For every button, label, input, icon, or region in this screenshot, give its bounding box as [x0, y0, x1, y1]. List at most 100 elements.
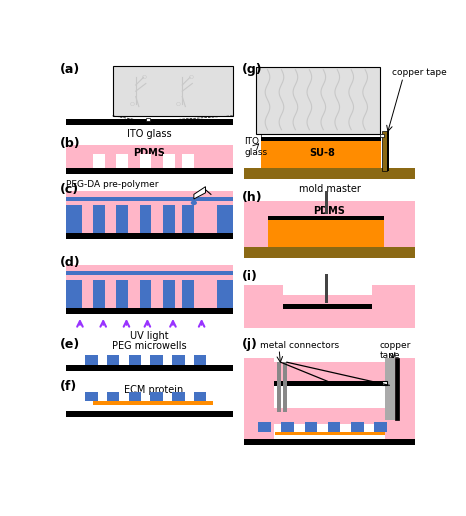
Bar: [93, 205, 105, 233]
Bar: [261, 137, 382, 141]
Text: copper tape: copper tape: [391, 68, 446, 77]
Text: copper
tape: copper tape: [380, 341, 411, 360]
Bar: [151, 356, 163, 364]
Bar: [146, 118, 150, 121]
Bar: [244, 168, 415, 179]
Bar: [194, 392, 206, 401]
Text: O: O: [130, 102, 134, 107]
Bar: [258, 422, 271, 431]
Bar: [172, 392, 185, 401]
Bar: [261, 141, 382, 168]
Bar: [325, 191, 328, 214]
Bar: [112, 66, 233, 116]
Bar: [129, 356, 141, 364]
Bar: [140, 280, 151, 309]
Text: UV light: UV light: [130, 331, 168, 341]
Bar: [66, 197, 233, 201]
Bar: [163, 205, 174, 233]
Bar: [244, 285, 283, 328]
Bar: [93, 401, 213, 406]
Bar: [283, 304, 372, 309]
Bar: [351, 422, 363, 431]
Bar: [217, 280, 233, 309]
Bar: [85, 392, 98, 401]
Bar: [194, 356, 206, 364]
Text: (h): (h): [242, 191, 262, 204]
Text: (g): (g): [242, 63, 262, 76]
Bar: [387, 131, 389, 171]
Bar: [267, 220, 384, 247]
Bar: [116, 280, 128, 309]
Bar: [66, 205, 82, 233]
Bar: [182, 280, 194, 309]
Ellipse shape: [191, 201, 197, 205]
Bar: [385, 359, 415, 439]
Bar: [382, 381, 387, 385]
Bar: [372, 285, 415, 328]
Bar: [66, 265, 233, 271]
Text: (e): (e): [60, 337, 80, 350]
Bar: [140, 205, 151, 233]
Bar: [66, 265, 233, 309]
Bar: [163, 280, 174, 309]
Bar: [93, 154, 105, 168]
Bar: [277, 362, 281, 412]
Bar: [66, 411, 233, 417]
Text: SU-8: SU-8: [309, 148, 335, 158]
Bar: [182, 154, 194, 168]
Bar: [244, 201, 415, 247]
Text: (i): (i): [242, 270, 258, 283]
Text: PEG microwells: PEG microwells: [112, 341, 186, 351]
Bar: [66, 309, 233, 314]
Text: O: O: [142, 75, 147, 80]
Bar: [274, 381, 385, 386]
Bar: [140, 154, 151, 168]
Bar: [380, 134, 384, 137]
Bar: [283, 295, 372, 328]
Bar: [66, 191, 233, 233]
Bar: [66, 233, 233, 239]
Text: ITO
glass: ITO glass: [244, 137, 267, 157]
Text: ITO glass: ITO glass: [127, 129, 171, 139]
Bar: [66, 119, 233, 125]
Text: (j): (j): [242, 337, 258, 350]
Bar: [281, 422, 294, 431]
Bar: [116, 205, 128, 233]
Bar: [274, 362, 385, 412]
Bar: [244, 247, 415, 257]
Bar: [256, 67, 380, 134]
Bar: [172, 356, 185, 364]
Text: (d): (d): [60, 256, 81, 269]
Bar: [283, 362, 287, 412]
Text: (a): (a): [60, 63, 80, 76]
Bar: [328, 422, 340, 431]
Bar: [129, 392, 141, 401]
Text: O: O: [176, 102, 181, 107]
Bar: [305, 422, 317, 431]
Bar: [163, 154, 174, 168]
Text: metal connectors: metal connectors: [260, 341, 339, 350]
Bar: [267, 216, 384, 220]
Bar: [66, 145, 233, 168]
Polygon shape: [194, 187, 206, 199]
Text: (c): (c): [60, 183, 79, 196]
Text: PDMS: PDMS: [314, 205, 345, 216]
Bar: [93, 280, 105, 309]
Bar: [275, 431, 388, 436]
Bar: [375, 422, 387, 431]
Bar: [395, 359, 399, 420]
Text: O: O: [188, 75, 193, 80]
Bar: [66, 168, 233, 174]
Text: ECM protein: ECM protein: [124, 385, 184, 395]
Bar: [151, 392, 163, 401]
Bar: [244, 412, 415, 424]
Bar: [244, 359, 274, 439]
Bar: [66, 271, 233, 275]
Bar: [385, 359, 395, 420]
Bar: [66, 280, 82, 309]
Text: mold master: mold master: [299, 184, 360, 194]
Bar: [244, 439, 415, 445]
Bar: [107, 356, 119, 364]
Text: PDMS: PDMS: [133, 148, 165, 158]
Text: (f): (f): [60, 380, 77, 393]
